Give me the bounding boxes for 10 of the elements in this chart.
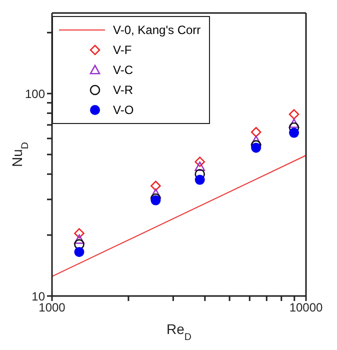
legend-label: V-0, Kang's Corr [113, 23, 201, 37]
legend-label: V-R [113, 83, 134, 97]
x-tick-label: 1000 [38, 300, 66, 315]
legend-label: V-O [113, 103, 134, 117]
legend-label: V-C [113, 63, 134, 77]
y-tick-label: 100 [24, 86, 46, 101]
legend-label: V-F [113, 43, 132, 57]
x-tick-label: 10000 [289, 300, 324, 315]
x-axis-title: Re$_{D}$ [166, 321, 192, 342]
y-tick-label: 10 [32, 289, 46, 304]
